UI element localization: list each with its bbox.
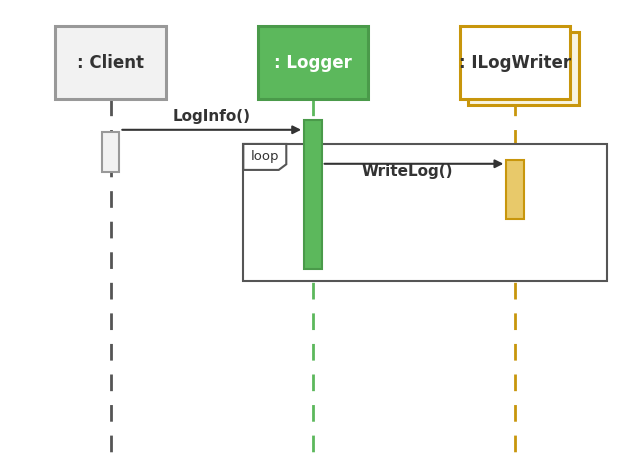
Text: LogInfo(): LogInfo(): [173, 109, 251, 124]
Text: WriteLog(): WriteLog(): [362, 164, 453, 179]
Text: : Client: : Client: [77, 53, 144, 72]
Text: loop: loop: [250, 151, 279, 163]
FancyBboxPatch shape: [102, 132, 119, 172]
Text: : Logger: : Logger: [274, 53, 352, 72]
Polygon shape: [243, 144, 286, 170]
FancyBboxPatch shape: [257, 26, 368, 99]
FancyBboxPatch shape: [459, 26, 570, 99]
Text: : ILogWriter: : ILogWriter: [459, 53, 571, 72]
FancyBboxPatch shape: [243, 144, 607, 281]
FancyBboxPatch shape: [304, 120, 322, 269]
FancyBboxPatch shape: [56, 26, 166, 99]
FancyBboxPatch shape: [468, 32, 579, 105]
FancyBboxPatch shape: [506, 160, 524, 219]
